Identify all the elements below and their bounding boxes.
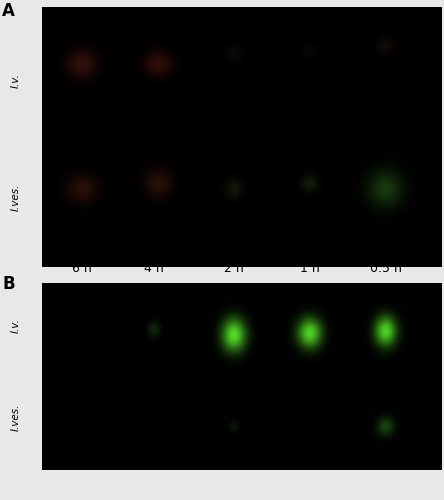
Text: I.ves.: I.ves. — [11, 404, 21, 431]
Text: 4 h: 4 h — [144, 262, 164, 275]
Text: 0.5 h: 0.5 h — [370, 262, 402, 275]
Text: B: B — [2, 275, 15, 293]
Text: I.v.: I.v. — [11, 73, 21, 88]
Text: A: A — [2, 2, 15, 21]
Text: 2 h: 2 h — [224, 262, 244, 275]
Text: I.v.: I.v. — [11, 318, 21, 333]
Text: 1 h: 1 h — [300, 262, 320, 275]
Text: 6 h: 6 h — [72, 262, 92, 275]
Text: I.ves.: I.ves. — [11, 184, 21, 211]
